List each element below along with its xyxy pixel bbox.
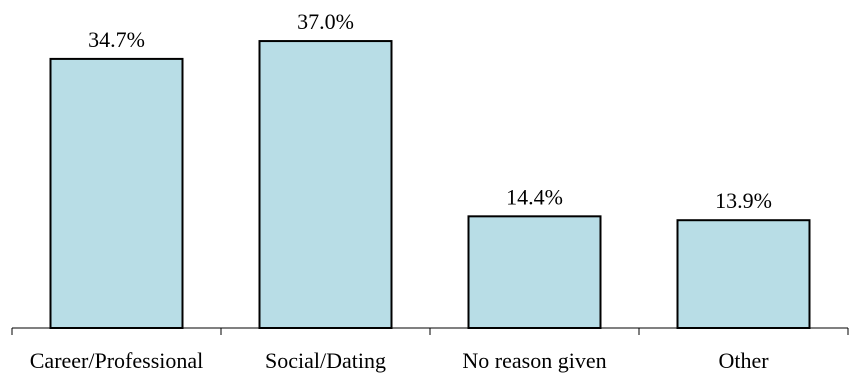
- x-tick-label-0: Career/Professional: [30, 348, 204, 373]
- bar-1: [258, 40, 393, 329]
- data-label-3: 13.9%: [715, 188, 772, 213]
- bar-0: [49, 57, 184, 330]
- data-label-2: 14.4%: [506, 184, 563, 209]
- x-tick-label-3: Other: [718, 348, 769, 373]
- x-tick-label-1: Social/Dating: [265, 348, 386, 373]
- bars-layer: [49, 40, 811, 330]
- bar-3: [676, 219, 811, 330]
- data-label-0: 34.7%: [88, 27, 145, 52]
- x-tick-labels-layer: Career/Professional Social/Dating No reaso…: [30, 348, 769, 373]
- data-labels-layer: 34.7% 37.0% 14.4% 13.9%: [88, 9, 772, 213]
- x-axis: [11, 327, 849, 335]
- x-tick-label-2: No reason given: [462, 348, 606, 373]
- data-label-1: 37.0%: [297, 9, 354, 34]
- bar-2: [467, 215, 602, 329]
